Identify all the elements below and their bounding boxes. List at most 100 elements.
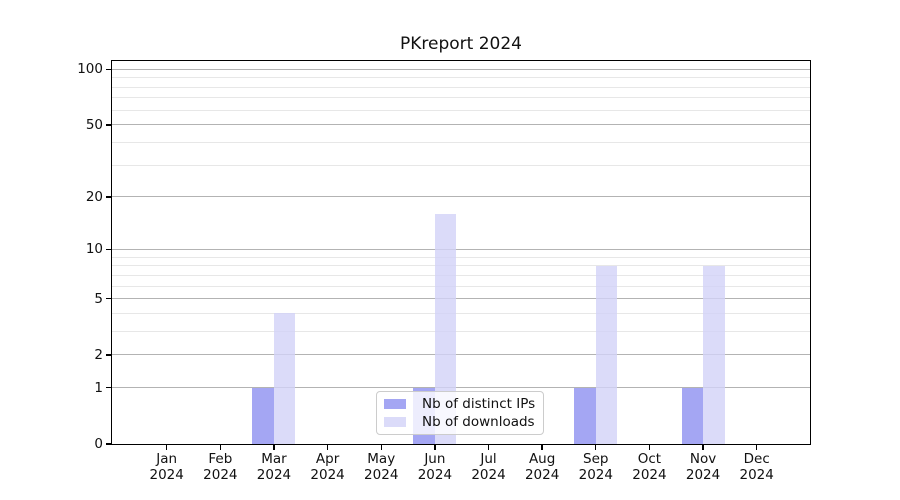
y-tick (105, 443, 111, 445)
x-tick-label-month: Jan (156, 451, 178, 467)
minor-gridline (112, 109, 810, 111)
x-tick (648, 445, 651, 450)
x-tick (595, 445, 597, 450)
gridlines-layer (112, 61, 810, 444)
x-tick-label-month: Jun (424, 451, 446, 467)
x-tick-label-year: 2024 (739, 466, 774, 483)
x-tick-label-year: 2024 (256, 466, 292, 483)
major-gridline (112, 68, 810, 70)
major-gridline (112, 124, 810, 126)
x-tick-label-year: 2024 (685, 466, 721, 483)
x-tick-label-year: 2024 (417, 466, 453, 483)
y-tick-label: 2 (94, 346, 103, 363)
y-tick-label: 5 (94, 290, 103, 307)
major-gridline (112, 248, 810, 250)
minor-gridline (112, 312, 810, 314)
x-tick-label-month: Aug (528, 451, 556, 467)
y-tick (105, 354, 111, 356)
x-tick-label: Apr 2024 (310, 451, 345, 483)
y-tick (105, 387, 111, 389)
x-tick-label-year: 2024 (471, 466, 506, 483)
bar-distinct-ips (681, 387, 704, 444)
bar-downloads (273, 313, 296, 444)
bar-downloads (595, 265, 618, 444)
x-tick-label-year: 2024 (364, 466, 399, 483)
x-tick-label: Sep 2024 (578, 451, 613, 483)
x-tick-label: May 2024 (364, 451, 399, 483)
legend-item-downloads: Nb of downloads (384, 414, 543, 430)
legend-swatch-distinct-ips (384, 399, 406, 409)
x-tick-label-month: Dec (743, 451, 770, 467)
x-tick (219, 445, 222, 450)
minor-gridline (112, 97, 810, 99)
x-tick-label: Oct 2024 (632, 451, 667, 483)
x-tick-label: Jan 2024 (149, 451, 184, 483)
x-tick-label: Feb 2024 (203, 451, 238, 483)
minor-gridline (112, 77, 810, 79)
y-tick (105, 124, 111, 126)
minor-gridline (112, 142, 810, 144)
x-tick-label-year: 2024 (310, 466, 345, 483)
bar-downloads (703, 265, 725, 444)
minor-gridline (112, 330, 810, 332)
x-tick-label: Nov 2024 (685, 451, 721, 483)
x-tick (273, 445, 275, 450)
major-gridline (112, 387, 810, 389)
x-tick-label: Aug 2024 (524, 451, 560, 483)
x-tick-label-month: Apr (315, 451, 340, 467)
x-tick-label-month: Jul (480, 451, 497, 467)
x-tick-label-year: 2024 (149, 466, 184, 483)
major-gridline (112, 354, 810, 356)
x-tick-label: Dec 2024 (739, 451, 774, 483)
y-tick (105, 248, 111, 251)
y-tick (105, 196, 111, 198)
x-tick (541, 445, 543, 450)
x-tick-label-year: 2024 (632, 466, 667, 483)
x-tick (434, 445, 436, 450)
x-tick-label-year: 2024 (524, 466, 560, 483)
bar-distinct-ips (252, 387, 274, 444)
x-tick-label-month: Nov (689, 451, 717, 467)
y-tick-label: 10 (85, 241, 103, 258)
x-tick-label-year: 2024 (578, 466, 613, 483)
x-tick (702, 445, 704, 450)
bar-downloads (434, 214, 457, 444)
chart-title: PKreport 2024 (400, 34, 522, 54)
x-tick (166, 445, 168, 450)
y-tick (105, 297, 111, 300)
x-tick-label: Jul 2024 (471, 451, 506, 483)
x-tick-label-month: Feb (208, 451, 233, 467)
minor-gridline (112, 274, 810, 276)
minor-gridline (112, 164, 810, 166)
x-tick-label: Jun 2024 (417, 451, 453, 483)
x-tick-label-year: 2024 (203, 466, 238, 483)
y-tick-label: 100 (77, 61, 103, 78)
y-tick (105, 68, 111, 71)
bar-distinct-ips (574, 387, 596, 444)
minor-gridline (112, 285, 810, 287)
legend-item-distinct-ips: Nb of distinct IPs (384, 396, 543, 412)
x-tick-label: Mar 2024 (256, 451, 292, 483)
x-tick (326, 445, 329, 450)
minor-gridline (112, 86, 810, 88)
y-tick-label: 50 (85, 116, 103, 133)
x-tick-label-month: Oct (637, 451, 662, 467)
legend-swatch-downloads (384, 417, 406, 427)
x-tick (755, 445, 758, 450)
x-tick (487, 445, 490, 450)
axis-layer: 0 1 2 5 10 20 50 100 Jan 2024 Feb 2024 Mar 2024 Apr 202… (77, 61, 810, 482)
bars-layer (112, 61, 810, 444)
legend-label-distinct-ips: Nb of distinct IPs (422, 396, 536, 412)
legend: Nb of distinct IPs Nb of downloads (376, 391, 544, 435)
minor-gridline (112, 256, 810, 258)
y-tick-label: 1 (94, 379, 103, 396)
x-tick-label-month: Sep (583, 451, 609, 467)
x-tick-label-month: May (367, 451, 396, 467)
major-gridline (112, 298, 810, 300)
x-tick-label-month: Mar (261, 451, 287, 467)
major-gridline (112, 196, 810, 198)
y-tick-label: 0 (94, 436, 103, 452)
plot-area: 0 1 2 5 10 20 50 100 Jan 2024 Feb 2024 Mar 2024 Apr 202… (77, 59, 811, 482)
x-tick (380, 445, 382, 450)
